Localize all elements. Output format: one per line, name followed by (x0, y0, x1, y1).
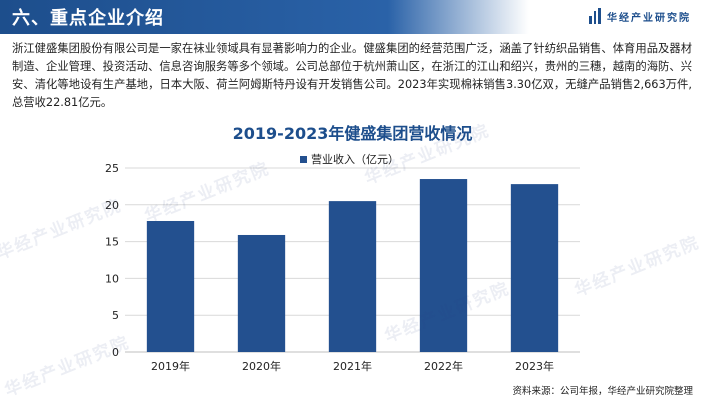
section-title: 六、重点企业介绍 (12, 8, 164, 29)
y-tick-label: 5 (112, 309, 119, 322)
header-bar (0, 0, 705, 34)
chart-legend: 营业收入（亿元） (300, 151, 399, 167)
bar (146, 220, 195, 352)
y-tick-label: 10 (105, 272, 119, 285)
logo-text: 华经产业研究院 (607, 12, 691, 24)
x-tick-label: 2019年 (151, 359, 190, 373)
y-tick-label: 15 (105, 236, 119, 249)
source-note: 资料来源：公司年报，华经产业研究院整理 (512, 386, 693, 397)
logo-bars-icon (589, 8, 602, 24)
x-tick-label: 2022年 (424, 359, 463, 373)
x-tick-label: 2023年 (515, 359, 554, 373)
y-tick-label: 25 (105, 162, 119, 175)
bar (328, 201, 377, 352)
y-tick-label: 0 (112, 346, 119, 359)
chart-title: 2019-2023年健盛集团营收情况 (232, 124, 473, 143)
legend-swatch (300, 155, 307, 163)
logo: 华经产业研究院 (589, 8, 691, 24)
y-tick-label: 20 (105, 199, 119, 212)
x-tick-label: 2020年 (242, 359, 281, 373)
legend-label: 营业收入（亿元） (311, 153, 399, 166)
intro-paragraph: 浙江健盛集团股份有限公司是一家在袜业领域具有显著影响力的企业。健盛集团的经营范围… (12, 42, 692, 109)
bar (237, 234, 286, 352)
x-tick-label: 2021年 (333, 359, 372, 373)
bar (510, 184, 559, 352)
bar (419, 179, 468, 352)
